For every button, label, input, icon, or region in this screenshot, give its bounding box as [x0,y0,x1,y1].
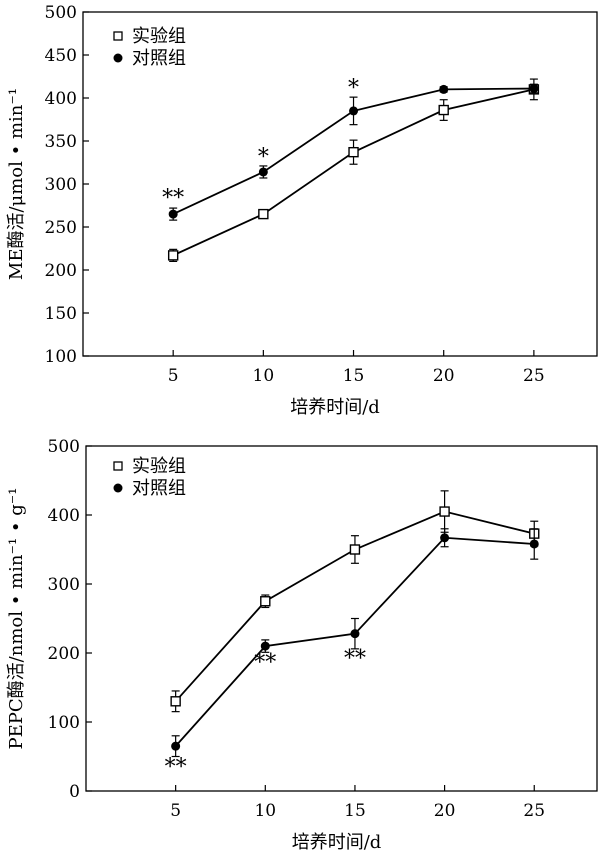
x-tick-label: 25 [523,801,545,821]
series-experimental [170,490,540,713]
significance-mark: * [348,76,359,101]
data-point-circle [529,539,539,549]
data-point-square [349,544,361,555]
x-tick-label: 20 [434,801,456,821]
x-tick-label: 15 [343,366,365,386]
legend-label: 对照组 [132,48,186,69]
x-axis-title: 培养时间/d [292,832,382,853]
data-point-square [170,696,181,707]
y-tick-label: 300 [45,175,77,195]
y-tick-label: 250 [45,218,77,238]
y-axis-title: ME酶活/μmol • min⁻¹ [6,88,27,280]
legend-marker-square [113,461,123,471]
series-control [171,528,539,758]
data-point-circle [349,106,359,116]
data-point-circle [260,641,270,651]
data-point-square [438,104,449,116]
significance-mark: * [258,145,269,170]
legend-marker-square [113,31,123,41]
y-tick-label: 200 [48,644,80,664]
x-tick-label: 25 [523,366,545,386]
y-tick-label: 100 [48,713,80,733]
significance-mark: ** [344,647,366,672]
plot-frame [85,445,598,792]
data-point-circle [168,209,178,219]
significance-mark: ** [254,651,276,676]
data-point-square [258,208,269,220]
data-point-square [439,506,450,517]
y-tick-label: 350 [45,132,77,152]
y-tick-label: 200 [45,261,77,281]
y-tick-label: 400 [48,506,80,526]
x-tick-label: 5 [170,801,181,821]
y-axis-title: PEPC酶活/nmol • min⁻¹ • g⁻¹ [6,488,27,750]
data-point-circle [439,84,449,94]
legend-label: 实验组 [132,456,186,477]
data-point-circle [171,741,181,751]
data-point-circle [350,629,360,639]
y-tick-label: 300 [48,575,80,595]
significance-mark: ** [165,755,187,780]
data-point-circle [258,167,268,177]
data-point-circle [440,533,450,543]
data-point-square [260,596,271,607]
x-tick-label: 20 [433,366,455,386]
x-tick-label: 10 [254,801,276,821]
series-control [168,83,539,221]
y-tick-label: 500 [45,3,77,23]
y-tick-label: 0 [69,782,80,802]
legend-marker-circle [113,483,123,493]
y-tick-label: 150 [45,304,77,324]
legend-marker-circle [113,53,123,63]
y-tick-label: 100 [45,347,77,367]
y-tick-label: 400 [45,89,77,109]
data-point-circle [529,84,539,94]
data-point-square [348,146,359,158]
chart-pepc-activity: 0 100 200 300 400 500 5 10 15 20 25 培养时间/d PEPC酶活/nm… [6,437,598,853]
y-tick-label: 450 [45,46,77,66]
data-point-square [167,250,179,261]
y-tick-label: 500 [48,437,80,457]
legend-label: 对照组 [132,478,186,499]
x-tick-label: 5 [168,366,179,386]
x-tick-label: 10 [253,366,275,386]
x-axis-title: 培养时间/d [290,397,380,418]
significance-mark: ** [162,186,184,211]
x-tick-label: 15 [344,801,366,821]
legend-label: 实验组 [132,26,186,47]
chart-me-activity: 100 150 200 250 300 350 400 450 500 5 10 15 20 25 培养时间… [6,3,598,418]
